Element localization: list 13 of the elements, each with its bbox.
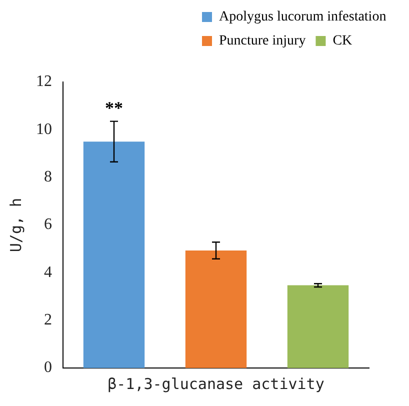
- y-tick-label: 4: [44, 264, 52, 281]
- legend-label: CK: [332, 34, 352, 49]
- legend-label: Puncture injury: [219, 34, 306, 49]
- annotation: **: [105, 98, 123, 118]
- y-tick-label: 2: [44, 312, 52, 329]
- x-tick-label: β-1,3-glucanase activity: [108, 374, 324, 393]
- y-tick-label: 12: [36, 73, 52, 90]
- y-tick-label: 8: [44, 168, 52, 186]
- y-axis-title: U/g, h: [6, 198, 25, 252]
- y-tick-label: 0: [44, 359, 52, 376]
- legend-label: Apolygus lucorum infestation: [219, 10, 386, 25]
- y-tick-label: 10: [36, 120, 52, 138]
- y-tick-label: 6: [44, 216, 52, 234]
